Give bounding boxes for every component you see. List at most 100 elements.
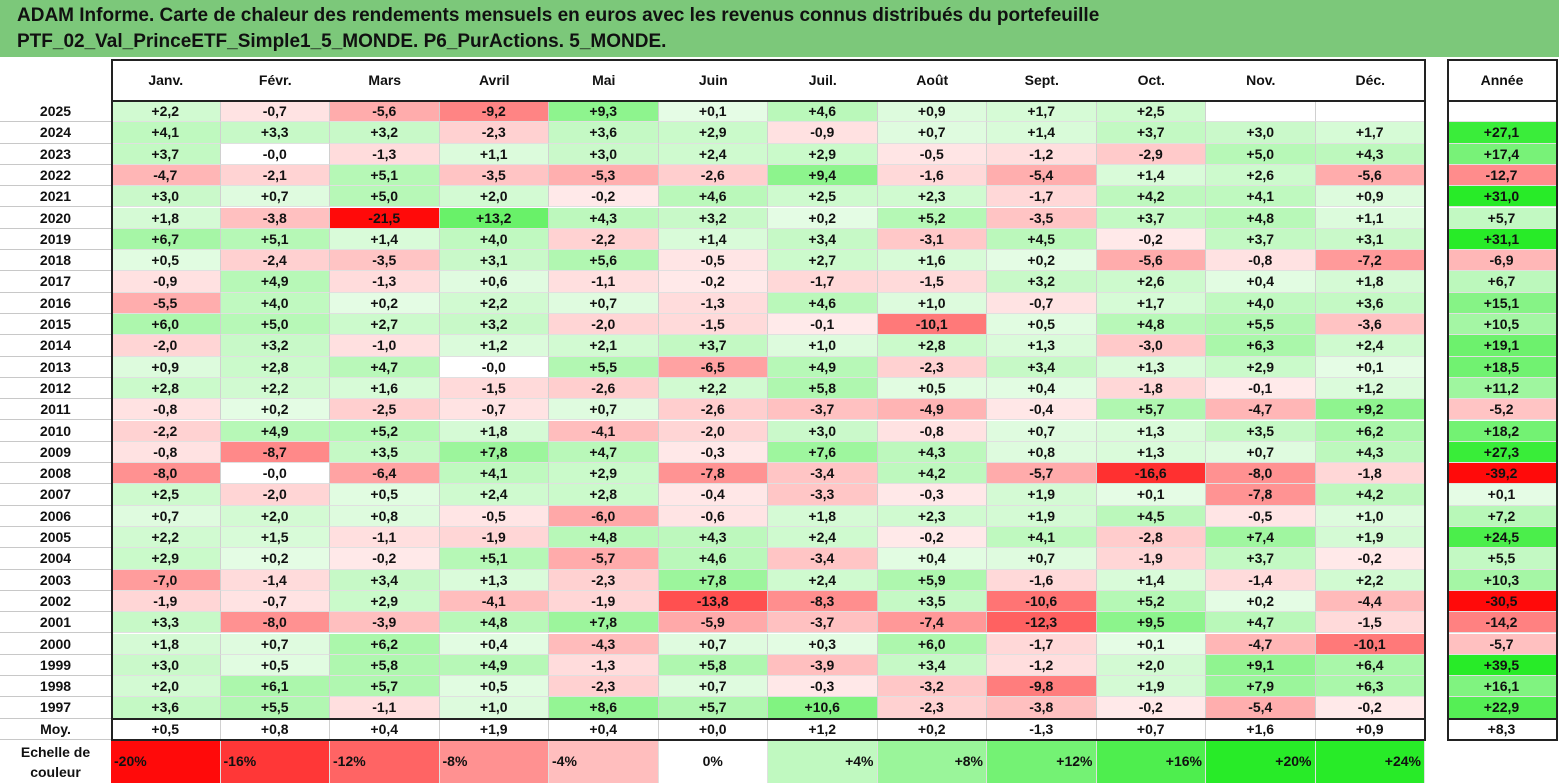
heatmap-cell: +1,8 — [768, 505, 878, 527]
heatmap-cell: +2,2 — [1315, 569, 1425, 591]
heatmap-cell: +0,5 — [877, 377, 987, 400]
heatmap-cell: -2,2 — [111, 420, 221, 442]
heatmap-cell: -0,7 — [987, 292, 1097, 314]
heatmap-cell: +3,4 — [330, 569, 440, 591]
heatmap-cell: +3,7 — [1096, 207, 1206, 229]
heatmap-cell: -3,6 — [1315, 314, 1425, 336]
annual-cell: +6,7 — [1447, 271, 1557, 293]
heatmap-cell: +0,5 — [111, 718, 221, 740]
heatmap-cell: +0,1 — [1096, 484, 1206, 506]
heatmap-cell: +1,9 — [987, 505, 1097, 527]
scale-swatch: -16% — [220, 740, 330, 783]
heatmap-cell: -2,3 — [549, 569, 659, 591]
row-year-label: 2009 — [0, 442, 111, 464]
heatmap-cell: +6,3 — [1206, 335, 1316, 357]
column-header: Avril — [478, 72, 510, 88]
heatmap-cell: -4,7 — [1206, 399, 1316, 421]
heatmap-cell: +3,4 — [877, 654, 987, 677]
row-year-label: 2007 — [0, 484, 111, 506]
heatmap-cell: -0,4 — [658, 484, 768, 506]
heatmap-cell: +1,6 — [330, 377, 440, 400]
heatmap-cell: +0,2 — [1206, 590, 1316, 613]
heatmap-cell: +0,1 — [1096, 633, 1206, 655]
heatmap-cell: +1,7 — [987, 101, 1097, 123]
heatmap-cell: -5,6 — [1315, 164, 1425, 187]
scale-swatch: -20% — [111, 740, 221, 783]
title-line-2: PTF_02_Val_PrinceETF_Simple1_5_MONDE. P6… — [17, 31, 667, 52]
heatmap-cell: +2,0 — [439, 186, 549, 208]
heatmap-cell: +3,0 — [768, 420, 878, 442]
heatmap-cell: +0,2 — [877, 718, 987, 740]
heatmap-cell: +1,2 — [768, 718, 878, 740]
heatmap-cell: +3,6 — [1315, 292, 1425, 314]
heatmap-cell: -3,7 — [768, 399, 878, 421]
heatmap-cell: -0,7 — [439, 399, 549, 421]
heatmap-cell: +0,9 — [111, 356, 221, 378]
heatmap-cell: +5,7 — [330, 676, 440, 698]
scale-swatch: -8% — [439, 740, 549, 783]
heatmap-cell: +0,7 — [987, 420, 1097, 442]
heatmap-cell: +4,1 — [111, 122, 221, 144]
row-year-label: 2013 — [0, 357, 111, 378]
heatmap-cell: +9,3 — [549, 101, 659, 123]
heatmap-cell: +4,0 — [220, 292, 330, 314]
heatmap-cell: +5,7 — [1096, 399, 1206, 421]
annual-cell: +22,9 — [1447, 697, 1557, 719]
heatmap-cell: +2,2 — [439, 292, 549, 314]
heatmap-cell: +2,3 — [877, 186, 987, 208]
heatmap-cell: +3,2 — [439, 314, 549, 336]
heatmap-cell: +5,1 — [220, 228, 330, 251]
heatmap-cell: -8,0 — [220, 612, 330, 634]
heatmap-cell: +5,7 — [658, 697, 768, 719]
heatmap-cell: +4,5 — [1096, 505, 1206, 527]
heatmap-cell: +3,7 — [1206, 548, 1316, 570]
heatmap-cell: +9,2 — [1315, 399, 1425, 421]
heatmap-cell: +2,9 — [768, 143, 878, 165]
heatmap-cell: +2,1 — [549, 335, 659, 357]
heatmap-cell: +4,9 — [220, 271, 330, 293]
heatmap-cell: -1,2 — [987, 143, 1097, 165]
heatmap-cell: -4,9 — [877, 399, 987, 421]
heatmap-cell: -4,3 — [549, 633, 659, 655]
heatmap-cell: -7,4 — [877, 612, 987, 634]
heatmap-cell: -1,9 — [1096, 548, 1206, 570]
heatmap-cell: -1,5 — [1315, 612, 1425, 634]
annual-cell: +31,1 — [1447, 228, 1557, 251]
heatmap-cell: -1,3 — [549, 654, 659, 677]
heatmap-cell: -16,6 — [1096, 463, 1206, 485]
heatmap-cell: +2,6 — [1206, 164, 1316, 187]
heatmap-cell: +1,4 — [330, 228, 440, 251]
row-year-label: 2010 — [0, 421, 111, 442]
column-header: Nov. — [1246, 72, 1276, 88]
heatmap-cell: +1,7 — [1315, 122, 1425, 144]
heatmap-cell: -4,1 — [549, 420, 659, 442]
heatmap-cell: +4,8 — [549, 527, 659, 549]
heatmap-cell: -0,8 — [111, 441, 221, 464]
heatmap-cell: -3,8 — [220, 207, 330, 229]
heatmap-cell: +2,5 — [768, 186, 878, 208]
heatmap-cell: +10,6 — [768, 697, 878, 719]
heatmap-cell: +6,7 — [111, 228, 221, 251]
heatmap-cell: +3,3 — [111, 612, 221, 634]
heatmap-cell: -2,1 — [220, 164, 330, 187]
heatmap-cell: +2,4 — [768, 527, 878, 549]
row-year-label: 2004 — [0, 548, 111, 570]
annual-cell: +7,2 — [1447, 505, 1557, 527]
heatmap-cell: +2,4 — [768, 569, 878, 591]
heatmap-cell: +6,0 — [111, 314, 221, 336]
column-header: Oct. — [1137, 72, 1165, 88]
heatmap-cell: -2,9 — [1096, 143, 1206, 165]
heatmap-cell: -1,5 — [877, 271, 987, 293]
heatmap-cell: +0,4 — [439, 633, 549, 655]
heatmap-cell: +3,2 — [987, 271, 1097, 293]
heatmap-cell: +0,0 — [658, 718, 768, 740]
heatmap-cell: -4,7 — [1206, 633, 1316, 655]
column-header: Sept. — [1024, 72, 1059, 88]
title-line-1: ADAM Informe. Carte de chaleur des rende… — [17, 5, 1100, 26]
heatmap-cell: +1,4 — [987, 122, 1097, 144]
heatmap-cell: -3,5 — [330, 250, 440, 272]
heatmap-cell: +2,6 — [1096, 271, 1206, 293]
heatmap-cell: +0,9 — [877, 101, 987, 123]
heatmap-cell: -1,3 — [330, 143, 440, 165]
scale-swatch: +20% — [1206, 740, 1316, 783]
